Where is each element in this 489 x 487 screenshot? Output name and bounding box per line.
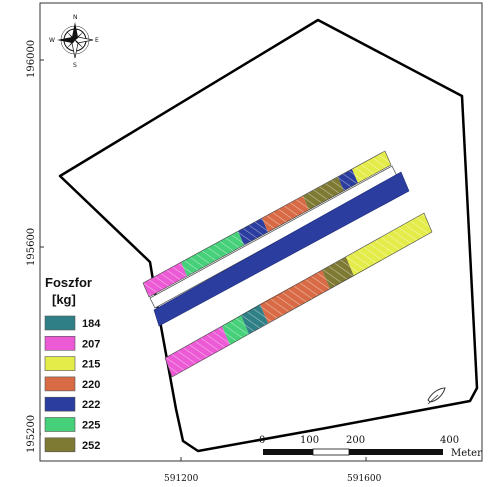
scale-bar-segment — [349, 449, 443, 455]
legend-swatch — [44, 315, 76, 331]
upper-strip-hatch — [143, 151, 391, 297]
scale-unit-label: Meter — [451, 448, 482, 459]
legend-label: 215 — [82, 359, 100, 371]
upper-strip-outline — [142, 150, 392, 298]
legend-label: 220 — [82, 379, 100, 391]
scale-tick-label: 400 — [440, 435, 459, 446]
legend-swatch — [44, 437, 76, 453]
y-tick-label: 195200 — [26, 415, 37, 453]
legend-items: 184 207 215 220 222 225 252 — [44, 315, 101, 453]
leaf-icon — [427, 387, 446, 405]
legend-item: 207 — [44, 335, 100, 351]
x-axis: 591200 591600 — [164, 457, 382, 484]
legend-label: 252 — [82, 440, 100, 452]
legend-item: 215 — [44, 356, 100, 371]
legend-item: 220 — [44, 376, 100, 392]
scale-tick-label: 200 — [346, 435, 365, 446]
legend-label: 222 — [82, 399, 100, 411]
compass-rose-icon: N S E W — [49, 14, 99, 69]
y-tick-label: 196000 — [26, 40, 37, 78]
lower-strip-hatch — [165, 213, 432, 377]
zone-222-middle-strip — [153, 171, 410, 327]
legend-item: 225 — [44, 417, 100, 432]
legend-item: 252 — [44, 437, 100, 453]
south-label: S — [73, 62, 77, 69]
x-tick-label: 591200 — [164, 474, 199, 484]
east-label: E — [95, 37, 99, 44]
legend-swatch — [44, 396, 76, 412]
x-tick-label: 591600 — [347, 474, 382, 484]
legend-swatch — [44, 417, 76, 432]
legend-unit: [kg] — [52, 292, 76, 307]
north-label: N — [73, 14, 78, 21]
lower-strip-outline — [164, 212, 433, 378]
legend-label: 207 — [82, 338, 100, 350]
legend-label: 184 — [82, 318, 101, 330]
y-tick-label: 195600 — [26, 228, 37, 266]
legend-swatch — [44, 356, 76, 371]
legend-item: 222 — [44, 396, 100, 412]
west-label: W — [49, 37, 55, 44]
legend-label: 225 — [82, 420, 100, 432]
legend-title: Foszfor — [45, 275, 92, 290]
legend-swatch — [44, 376, 76, 392]
scale-bar: 0 100 200 400 Meter — [259, 435, 482, 459]
scale-tick-label: 100 — [300, 435, 319, 446]
upper-strip — [142, 150, 392, 298]
lower-strip — [164, 212, 433, 378]
scale-tick-label: 0 — [259, 435, 265, 446]
legend: Foszfor [kg] 184 207 215 220 222 225 252 — [41, 270, 119, 460]
legend-item: 184 — [44, 315, 101, 331]
scale-bar-segment — [312, 448, 350, 456]
scale-bar-segment — [263, 449, 313, 455]
legend-swatch — [44, 335, 76, 351]
